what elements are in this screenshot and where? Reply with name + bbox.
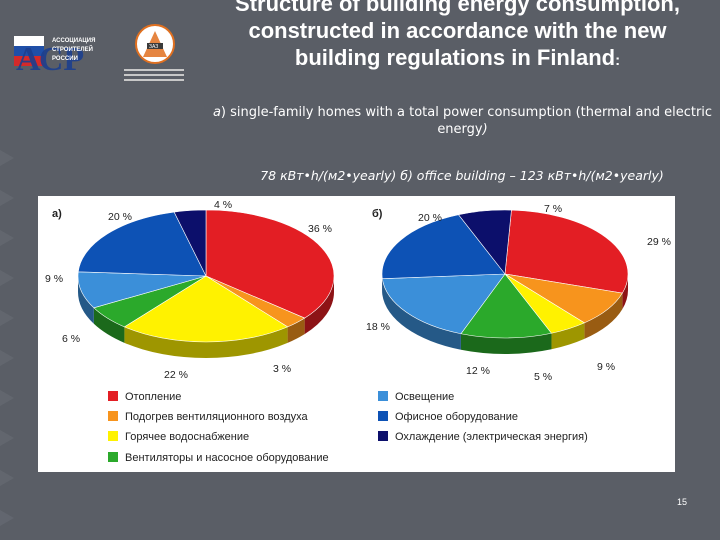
asr-line-1: АССОЦИАЦИЯ: [52, 38, 95, 44]
pie-1-label-hot_water: 22 %: [164, 369, 188, 381]
asr-line-3: РОССИИ: [52, 56, 78, 62]
pie-2-label-fans_pumps: 12 %: [466, 365, 490, 377]
legend-swatch-office_equipment: [378, 411, 388, 421]
pie-2-side-lighting: [382, 278, 461, 350]
pie-2-label-office_equipment: 20 %: [418, 212, 442, 224]
pie-2-side-hot_water: [551, 322, 585, 350]
pie-2-label-hot_water: 5 %: [534, 371, 552, 383]
asr-logo: АСР АССОЦИАЦИЯ СТРОИТЕЛЕЙ РОССИИ ЗАЗ: [14, 24, 184, 81]
pie-1-label-cooling: 4 %: [214, 199, 232, 211]
pie-2-label-heating: 29 %: [647, 236, 671, 248]
subtitle-suffix: ): [482, 122, 488, 137]
page-title: Structure of building energy consumption…: [205, 0, 710, 74]
legend-swatch-hot_water: [108, 431, 118, 441]
pie-1-side-ventilation_air: [287, 318, 305, 343]
caption: 78 кВт•h/(м2•yearly) б) office building …: [260, 168, 664, 183]
pie-1-side-lighting: [78, 276, 94, 324]
pie-2-side-heating: [622, 274, 628, 310]
pie-2-panel-label: б): [372, 208, 383, 220]
legend-swatch-lighting: [378, 391, 388, 401]
asr-letters: АСР: [16, 41, 84, 78]
asr-line-2: СТРОИТЕЛЕЙ: [52, 45, 93, 53]
second-logo-text: ЗАЗ: [149, 44, 158, 50]
pie-1-side-heating: [304, 276, 334, 335]
pie-1-side-hot_water: [124, 326, 288, 358]
legend-swatch-ventilation_air: [108, 411, 118, 421]
legend-swatch-heating: [108, 391, 118, 401]
pie-2-label-ventilation_air: 9 %: [597, 361, 615, 373]
chart-panel: а) 36 % 3 % 22 % 6 % 9 % 20 % 4 % б) 29 % 9 % 5 % 12…: [38, 196, 675, 472]
pie-1-label-heating: 36 %: [308, 223, 332, 235]
second-logo: ЗАЗ: [124, 24, 184, 81]
pie-1-panel-label: а): [52, 208, 62, 220]
page-number: 15: [677, 497, 688, 507]
subtitle-prefix: a: [212, 105, 221, 120]
pie-1-side-fans_pumps: [93, 307, 125, 343]
legend-label-cooling: Охлаждение (электрическая энергия): [395, 431, 588, 443]
legend-label-hot_water: Горячее водоснабжение: [125, 431, 249, 443]
title-colon: :: [615, 52, 621, 69]
subtitle-text: ) single-family homes with a total power…: [220, 105, 713, 137]
pie-2-slice-lighting: [381, 273, 506, 335]
pie-2-slice-fans_pumps: [460, 273, 553, 339]
pie-2-label-cooling: 7 %: [544, 203, 562, 215]
pie-1-label-fans_pumps: 6 %: [62, 333, 80, 345]
legend-swatch-cooling: [378, 431, 388, 441]
pie-1-slice-office_equipment: [77, 211, 207, 277]
pie-1-slice-heating: [205, 209, 335, 319]
pie-charts: а) 36 % 3 % 22 % 6 % 9 % 20 % 4 % б) 29 % 9 % 5 % 12…: [45, 199, 671, 464]
pie-2-side-fans_pumps: [460, 333, 552, 354]
legend-label-ventilation_air: Подогрев вентиляционного воздуха: [125, 411, 309, 423]
pie-1-label-lighting: 9 %: [45, 273, 63, 285]
pie-1-label-ventilation_air: 3 %: [273, 363, 291, 375]
pie-2-label-lighting: 18 %: [366, 321, 390, 333]
legend-label-lighting: Освещение: [395, 391, 454, 403]
pie-1-label-office_equipment: 20 %: [108, 211, 132, 223]
legend-label-fans_pumps: Вентиляторы и насосное оборудование: [125, 452, 329, 464]
legend-label-office_equipment: Офисное оборудование: [395, 411, 518, 423]
pie-1-slice-hot_water: [123, 275, 289, 343]
pie-1-slice-cooling: [173, 209, 207, 277]
pie-2-slice-heating: [504, 209, 629, 294]
pie-2-side-ventilation_air: [584, 293, 623, 339]
legend-swatch-fans_pumps: [108, 452, 118, 462]
subtitle: a) single-family homes with a total powe…: [210, 104, 715, 138]
page-title-text: Structure of building energy consumption…: [235, 0, 680, 70]
logos: АСР АССОЦИАЦИЯ СТРОИТЕЛЕЙ РОССИИ ЗАЗ: [12, 22, 192, 84]
pie-2-slice-office_equipment: [381, 214, 506, 279]
legend-label-heating: Отопление: [125, 391, 181, 403]
pie-2-slice-cooling: [457, 209, 512, 275]
